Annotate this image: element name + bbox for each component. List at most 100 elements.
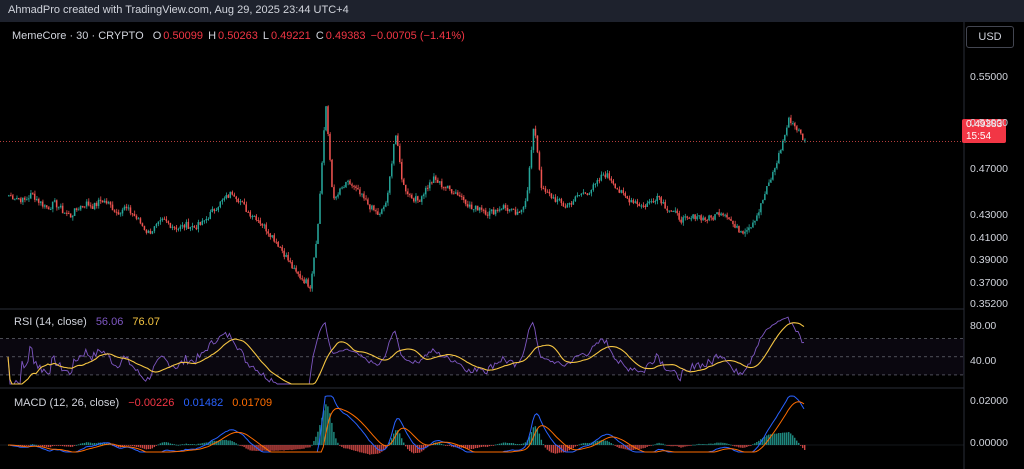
macd-histogram-bar <box>750 445 752 446</box>
macd-histogram-bar <box>754 443 756 445</box>
macd-histogram-bar <box>365 445 367 454</box>
macd-histogram-bar <box>482 445 485 447</box>
candle-body <box>79 206 82 210</box>
macd-histogram-bar <box>121 445 124 447</box>
candle-body <box>770 179 772 183</box>
candle-body <box>440 181 443 188</box>
candle-body <box>582 192 585 194</box>
candle-body <box>205 218 208 221</box>
candle-body <box>299 273 301 279</box>
candle-body <box>181 225 184 227</box>
candle-body <box>59 205 62 208</box>
candle-body <box>215 210 217 212</box>
macd-histogram-bar <box>193 444 195 445</box>
macd-histogram-bar <box>195 444 197 446</box>
candle-body <box>53 200 56 202</box>
macd-histogram-bar <box>710 443 712 445</box>
macd-histogram-bar <box>265 445 267 451</box>
candle-body <box>391 163 393 177</box>
candle-body <box>628 198 630 203</box>
macd-histogram-bar <box>480 445 483 447</box>
macd-histogram-bar <box>399 433 401 445</box>
macd-histogram-bar <box>786 432 788 445</box>
macd-histogram-bar <box>546 445 549 450</box>
macd-histogram-bar <box>31 444 34 445</box>
macd-histogram-bar <box>504 442 507 445</box>
candle-body <box>319 193 321 224</box>
candle-body <box>125 206 128 209</box>
candle-body <box>121 209 124 214</box>
candle-body <box>682 217 684 223</box>
macd-histogram-bar <box>389 442 391 445</box>
macd-histogram-bar <box>642 445 644 449</box>
low-value: 0.49221 <box>271 30 311 42</box>
macd-histogram-bar <box>472 445 475 449</box>
macd-histogram-bar <box>179 444 181 446</box>
macd-histogram-bar <box>391 438 393 445</box>
macd-histogram-bar <box>656 443 658 445</box>
candle-body <box>504 205 507 208</box>
high-value: 0.50263 <box>218 30 258 42</box>
candle-body <box>31 193 34 195</box>
last-price-tag: 0.49383 15:54 <box>962 119 1006 143</box>
macd-histogram-bar <box>235 443 237 445</box>
candle-body <box>303 279 305 284</box>
candle-body <box>760 203 762 213</box>
candle-body <box>133 213 136 216</box>
candle-body <box>614 183 616 189</box>
macd-signal-value: 0.01709 <box>232 397 273 409</box>
candle-body <box>101 200 104 203</box>
macd-histogram-bar <box>748 445 750 447</box>
candle-body <box>446 185 449 188</box>
candle-body <box>640 205 642 207</box>
macd-histogram-bar <box>722 442 724 445</box>
macd-histogram-bar <box>75 444 78 446</box>
candle-body <box>353 185 355 187</box>
macd-histogram-bar <box>698 443 700 445</box>
macd-histogram-bar <box>666 445 668 446</box>
candle-body <box>732 220 734 225</box>
macd-histogram-bar <box>470 445 473 450</box>
candle-body <box>359 189 361 195</box>
macd-histogram-bar <box>363 445 365 454</box>
macd-histogram-bar <box>702 444 704 445</box>
macd-histogram-bar <box>636 445 638 450</box>
macd-histogram-bar <box>696 444 698 446</box>
candle-body <box>534 128 537 136</box>
macd-histogram-bar <box>59 445 62 446</box>
macd-histogram-bar <box>259 445 261 451</box>
macd-histogram-bar <box>57 445 60 446</box>
candle-body <box>412 198 415 202</box>
macd-histogram-bar <box>95 443 98 445</box>
macd-histogram-bar <box>674 445 676 447</box>
macd-histogram-bar <box>520 443 523 445</box>
macd-histogram-bar <box>518 444 521 445</box>
macd-histogram-bar <box>137 445 140 448</box>
candle-body <box>782 140 784 151</box>
candle-body <box>544 188 547 192</box>
candle-body <box>618 189 620 193</box>
macd-histogram-bar <box>566 445 568 452</box>
candle-body <box>99 199 102 201</box>
macd-histogram-bar <box>586 443 588 445</box>
candle-body <box>494 209 497 215</box>
macd-title: MACD (12, 26, close) <box>14 397 120 409</box>
chart-area[interactable] <box>0 22 1024 469</box>
candle-body <box>305 279 307 284</box>
candle-body <box>554 197 557 202</box>
candle-body <box>666 208 668 211</box>
rsi-legend: RSI (14, close) 56.06 76.07 <box>14 316 162 328</box>
macd-histogram-bar <box>550 445 553 453</box>
close-label: C <box>315 30 324 42</box>
macd-histogram-bar <box>556 445 559 454</box>
currency-button[interactable]: USD <box>966 26 1014 48</box>
candle-body <box>788 117 790 128</box>
candle-body <box>488 211 491 216</box>
candle-body <box>784 134 786 141</box>
macd-histogram-bar <box>766 435 768 445</box>
candle-body <box>219 201 221 208</box>
candle-body <box>365 198 367 200</box>
macd-histogram-bar <box>718 442 720 445</box>
candle-body <box>17 197 20 199</box>
